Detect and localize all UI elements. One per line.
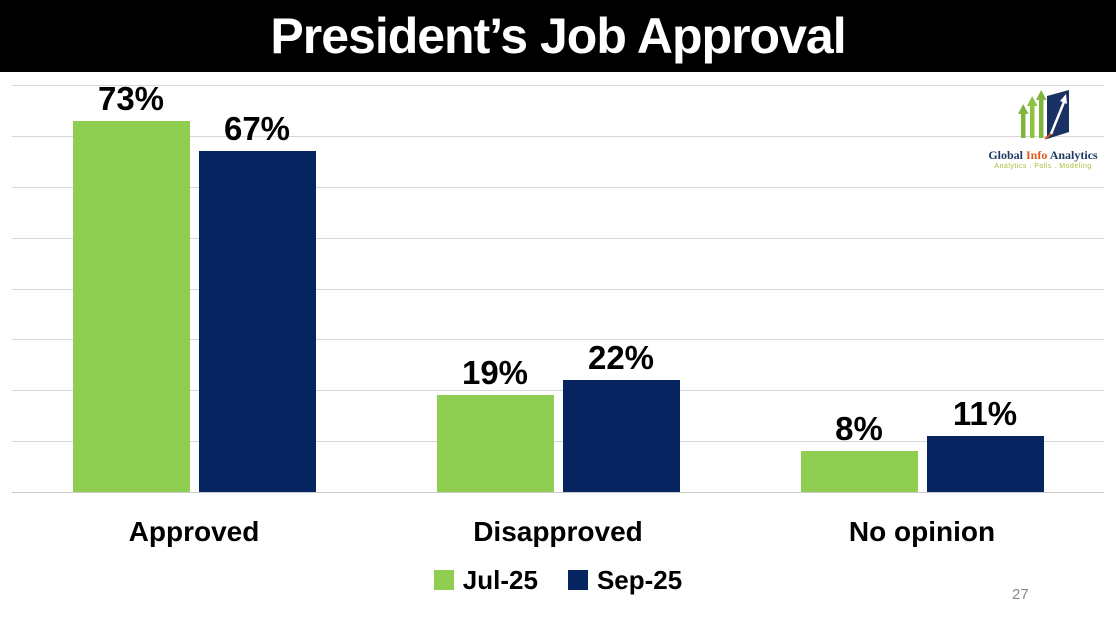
bar-jul-25-approved [72, 120, 190, 492]
page-number: 27 [1012, 586, 1029, 603]
value-label-sep-25-no-opinion: 11% [952, 395, 1018, 432]
page-title: President’s Job Approval [270, 8, 846, 64]
chart-legend: Jul-25 Sep-25 [0, 564, 1116, 596]
gridline-40 [12, 288, 1104, 290]
category-label-disapproved: Disapproved [473, 516, 643, 547]
legend-label-sep-25: Sep-25 [596, 565, 683, 595]
logo-word-analytics: Analytics [1049, 148, 1098, 162]
company-logo: Global Info Analytics Analytics . Polls … [983, 88, 1103, 171]
bar-sep-25-approved [198, 151, 316, 492]
logo-tagline: Analytics . Polls . Modeling [994, 163, 1092, 170]
category-label-approved: Approved [128, 516, 260, 547]
value-label-sep-25-disapproved: 22% [587, 339, 655, 377]
logo-growth-chart-icon [983, 88, 1103, 148]
legend-label-jul-25: Jul-25 [462, 565, 538, 595]
bar-jul-25-disapproved [436, 395, 554, 492]
legend-item-sep-25: Sep-25 [567, 564, 683, 596]
bar-jul-25-no-opinion [800, 451, 918, 492]
value-label-jul-25-approved: 73% [97, 79, 165, 117]
gridline-20 [12, 390, 1104, 392]
legend-swatch-jul-25 [433, 570, 454, 590]
gridline-50 [12, 237, 1104, 239]
value-label-jul-25-no-opinion: 8% [835, 410, 883, 448]
category-label-no-opinion: No opinion [848, 516, 996, 547]
gridline-0 [12, 492, 1104, 493]
gridline-60 [12, 186, 1104, 188]
logo-company-name: Global Info Analytics [983, 148, 1103, 162]
value-label-jul-25-disapproved: 19% [461, 354, 529, 392]
title-band: President’s Job Approval [0, 0, 1116, 72]
gridline-30 [12, 339, 1104, 341]
bar-sep-25-disapproved [562, 380, 680, 492]
gridline-10 [12, 441, 1104, 443]
legend-item-jul-25: Jul-25 [433, 564, 538, 596]
bar-sep-25-no-opinion [926, 436, 1044, 492]
logo-word-info: Info [1026, 148, 1048, 162]
gridline-80 [12, 85, 1104, 86]
legend-swatch-sep-25 [567, 570, 588, 590]
value-label-sep-25-approved: 67% [223, 110, 291, 148]
logo-word-global: Global [988, 148, 1023, 162]
gridline-70 [12, 135, 1104, 137]
